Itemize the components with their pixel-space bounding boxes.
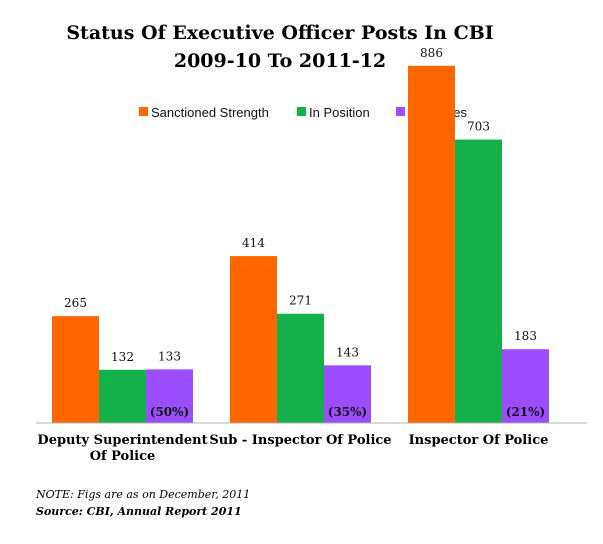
bar-in-position-inspector-of-police [455, 139, 502, 423]
bar-sanctioned-strength-sub-inspector-of-police [230, 256, 277, 423]
value-label-in-position-inspector-of-police: 703 [467, 120, 490, 134]
bar-in-position-deputy-superintendent-of-police [99, 369, 146, 423]
category-label-sub-inspector-of-police-line-1: Sub - Inspector Of Police [209, 433, 391, 448]
value-label-sanctioned-strength-inspector-of-police: 886 [420, 46, 443, 60]
value-label-sanctioned-strength-sub-inspector-of-police: 414 [242, 236, 265, 250]
vacancy-percent-sub-inspector-of-police: (35%) [328, 405, 367, 419]
bar-vacancies-sub-inspector-of-police [324, 365, 371, 423]
bar-sanctioned-strength-inspector-of-police [408, 65, 455, 423]
bar-in-position-sub-inspector-of-police [277, 313, 324, 423]
bar-vacancies-deputy-superintendent-of-police [146, 369, 193, 423]
legend-swatch-vacancies [396, 107, 405, 116]
value-label-sanctioned-strength-deputy-superintendent-of-police: 265 [64, 296, 87, 310]
value-label-vacancies-deputy-superintendent-of-police: 133 [158, 349, 181, 363]
legend-label-in-position: In Position [309, 105, 370, 120]
footer-source: Source: CBI, Annual Report 2011 [36, 505, 242, 518]
vacancy-percent-inspector-of-police: (21%) [506, 405, 545, 419]
bars-group: 265 132 133 (50%) 414 271 143 (35%) 886 703 183 (21… [52, 46, 549, 423]
category-label-deputy-superintendent-of-police-line-2: Of Police [90, 449, 156, 464]
bar-vacancies-inspector-of-police [502, 349, 549, 423]
value-label-vacancies-sub-inspector-of-police: 143 [336, 345, 359, 359]
chart-subtitle: 2009-10 To 2011-12 [174, 50, 386, 72]
bar-sanctioned-strength-deputy-superintendent-of-police [52, 316, 99, 423]
value-label-vacancies-inspector-of-police: 183 [514, 329, 537, 343]
legend-swatch-sanctioned-strength [139, 107, 148, 116]
value-label-in-position-deputy-superintendent-of-police: 132 [111, 350, 134, 364]
footer-note: NOTE: Figs are as on December, 2011 [35, 488, 250, 501]
category-label-inspector-of-police-line-1: Inspector Of Police [409, 433, 549, 448]
vacancy-percent-deputy-superintendent-of-police: (50%) [150, 405, 189, 419]
legend-swatch-in-position [297, 107, 306, 116]
value-label-in-position-sub-inspector-of-police: 271 [289, 294, 312, 308]
legend-label-sanctioned-strength: Sanctioned Strength [151, 105, 269, 120]
category-label-deputy-superintendent-of-police-line-1: Deputy Superintendent [37, 433, 207, 448]
chart-title: Status Of Executive Officer Posts In CBI [66, 22, 493, 44]
